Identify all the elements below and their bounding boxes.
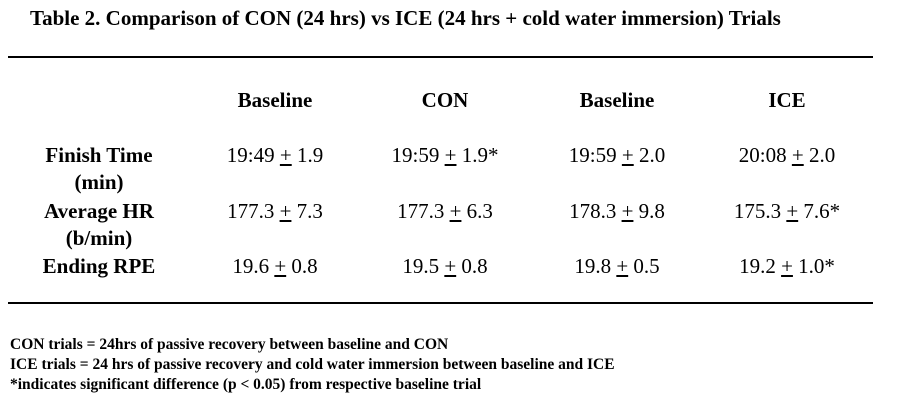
cell-mean: 177.3: [397, 199, 445, 223]
cell-sd: 7.6: [803, 199, 830, 223]
cell-mean: 19.2: [739, 254, 776, 278]
plus-minus-symbol: +: [786, 199, 799, 223]
table-cell: 175.3 + 7.6*: [692, 199, 882, 224]
cell-sd: 6.3: [466, 199, 493, 223]
cell-sd: 0.5: [633, 254, 660, 278]
cell-mean: 19:59: [391, 143, 440, 167]
table-cell: 19:49 + 1.9: [180, 143, 370, 168]
cell-mean: 178.3: [569, 199, 617, 223]
table-cell: 177.3 + 7.3: [180, 199, 370, 224]
cell-sd: 2.0: [638, 143, 666, 167]
cell-sd: 0.8: [291, 254, 318, 278]
row-label-line2: (min): [74, 170, 124, 194]
plus-minus-symbol: +: [444, 254, 457, 278]
row-label-line1: Ending RPE: [42, 254, 156, 278]
cell-mean: 19.8: [574, 254, 612, 278]
table-cell: 19.5 + 0.8: [350, 254, 540, 279]
table-cell: 19:59 + 2.0: [522, 143, 712, 168]
significance-mark: *: [487, 143, 499, 167]
row-label-ending-rpe: Ending RPE: [8, 253, 190, 280]
cell-mean: 19:59: [568, 143, 617, 167]
table-cell: 19.8 + 0.5: [522, 254, 712, 279]
plus-minus-symbol: +: [444, 143, 457, 167]
row-label-average-hr: Average HR (b/min): [8, 198, 190, 252]
column-header-baseline-2: Baseline: [579, 88, 655, 112]
footnote-ice: ICE trials = 24 hrs of passive recovery …: [10, 356, 615, 373]
plus-minus-symbol: +: [791, 143, 804, 167]
cell-mean: 20:08: [738, 143, 787, 167]
cell-sd: 1.0: [798, 254, 825, 278]
cell-sd: 1.9: [461, 143, 488, 167]
cell-sd: 9.8: [638, 199, 665, 223]
table-title: Table 2. Comparison of CON (24 hrs) vs I…: [30, 6, 781, 30]
cell-sd: 2.0: [808, 143, 836, 167]
column-header-ice: ICE: [768, 88, 806, 112]
plus-minus-symbol: +: [621, 143, 634, 167]
table-cell: 19:59 + 1.9*: [350, 143, 540, 168]
cell-mean: 19.6: [232, 254, 270, 278]
row-label-line1: Average HR: [44, 199, 154, 223]
footnote-con: CON trials = 24hrs of passive recovery b…: [10, 336, 449, 353]
table-cell: 20:08 + 2.0: [692, 143, 882, 168]
bottom-rule: [8, 302, 873, 304]
plus-minus-symbol: +: [279, 199, 292, 223]
cell-sd: 0.8: [461, 254, 488, 278]
plus-minus-symbol: +: [781, 254, 793, 278]
cell-mean: 19:49: [226, 143, 275, 167]
plus-minus-symbol: +: [616, 254, 629, 278]
table-cell: 19.6 + 0.8: [180, 254, 370, 279]
row-label-finish-time: Finish Time (min): [8, 142, 190, 196]
cell-mean: 175.3: [733, 199, 782, 223]
top-rule: [8, 56, 873, 58]
plus-minus-symbol: +: [621, 199, 634, 223]
cell-mean: 177.3: [227, 199, 275, 223]
cell-sd: 7.3: [296, 199, 323, 223]
significance-mark: *: [829, 199, 841, 223]
significance-mark: *: [824, 254, 835, 278]
footnote-significance: *indicates significant difference (p < 0…: [10, 376, 482, 393]
table-cell: 19.2 + 1.0*: [692, 254, 882, 279]
cell-sd: 1.9: [296, 143, 324, 167]
cell-mean: 19.5: [402, 254, 440, 278]
plus-minus-symbol: +: [279, 143, 292, 167]
plus-minus-symbol: +: [274, 254, 287, 278]
row-label-line1: Finish Time: [45, 143, 153, 167]
column-header-baseline-1: Baseline: [237, 88, 313, 112]
row-label-line2: (b/min): [65, 226, 133, 250]
plus-minus-symbol: +: [449, 199, 462, 223]
table-cell: 178.3 + 9.8: [522, 199, 712, 224]
table-cell: 177.3 + 6.3: [350, 199, 540, 224]
column-header-con: CON: [421, 88, 469, 112]
